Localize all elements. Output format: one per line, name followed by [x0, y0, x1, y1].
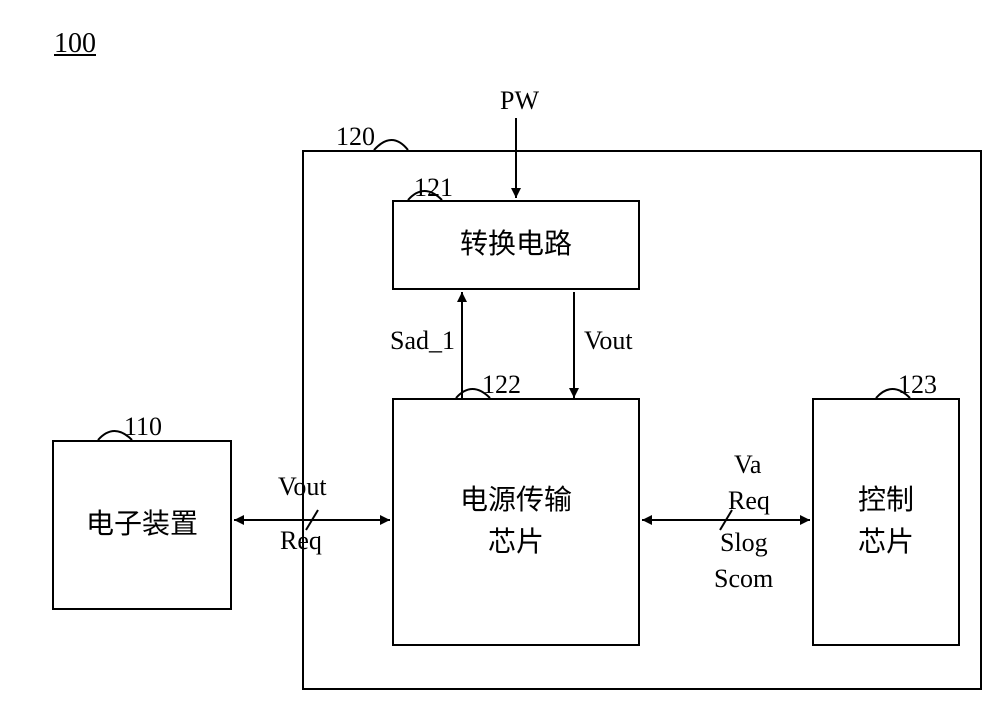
figure-ref-100: 100	[54, 28, 96, 60]
ref-123: 123	[898, 370, 937, 400]
ref-122: 122	[482, 370, 521, 400]
ref-121: 121	[414, 173, 453, 203]
signal-slog: Slog	[720, 528, 768, 558]
block-123-control-chip: 控制 芯片	[812, 398, 960, 646]
ref-120: 120	[336, 122, 375, 152]
block-123-line2: 芯片	[858, 527, 914, 558]
block-110-electronic-device: 电子装置	[52, 440, 232, 610]
block-122-line1: 电源传输	[460, 485, 572, 516]
block-123-line1: 控制	[858, 485, 914, 516]
signal-sad1: Sad_1	[390, 326, 455, 356]
ref-110: 110	[124, 412, 162, 442]
signal-scom: Scom	[714, 564, 773, 594]
signal-va: Va	[734, 450, 761, 480]
block-123-text: 控制 芯片	[858, 480, 914, 564]
lead-120	[374, 140, 408, 150]
signal-vout-left: Vout	[278, 472, 327, 502]
diagram-canvas: 100 PW 120 转换电路 121 电源传输 芯片 122 控制 芯片 12…	[0, 0, 1000, 724]
block-121-text: 转换电路	[460, 224, 572, 266]
block-122-text: 电源传输 芯片	[460, 480, 572, 564]
signal-vout-mid: Vout	[584, 326, 633, 356]
block-121-conversion-circuit: 转换电路	[392, 200, 640, 290]
block-122-power-transfer-chip: 电源传输 芯片	[392, 398, 640, 646]
pw-input-label: PW	[500, 86, 539, 116]
signal-req-right: Req	[728, 486, 770, 516]
signal-req-left: Req	[280, 526, 322, 556]
block-110-text: 电子装置	[86, 504, 198, 546]
block-122-line2: 芯片	[488, 527, 544, 558]
